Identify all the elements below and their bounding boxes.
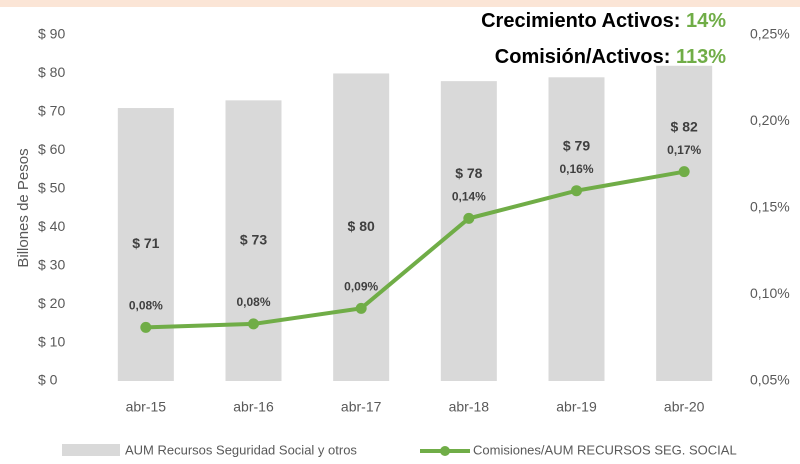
annotation-text: Comisión/Activos: (495, 46, 676, 68)
point (248, 318, 259, 330)
annotation-value: 14% (686, 10, 726, 32)
bar-value-label: $ 78 (455, 165, 482, 181)
y-tick-label: $ 60 (38, 141, 65, 157)
legend-label: AUM Recursos Seguridad Social y otros (125, 442, 357, 457)
y-tick-label: $ 70 (38, 103, 65, 119)
line-value-label: 0,16% (559, 162, 593, 176)
line-value-label: 0,17% (667, 143, 701, 157)
y-tick-label: $ 40 (38, 218, 65, 234)
y-tick-label: $ 20 (38, 295, 65, 311)
y-tick-label: $ 0 (38, 372, 58, 388)
y-tick-label: $ 50 (38, 179, 65, 195)
y2-tick-label: 0,05% (750, 372, 790, 388)
y-tick-label: $ 30 (38, 256, 65, 272)
top-band (0, 0, 800, 7)
legend-label: Comisiones/AUM RECURSOS SEG. SOCIAL (473, 442, 737, 457)
bar-value-label: $ 73 (240, 231, 267, 247)
y2-tick-label: 0,20% (750, 112, 790, 128)
y2-tick-label: 0,15% (750, 199, 790, 215)
x-tick-label: abr-16 (233, 399, 274, 415)
bar-value-label: $ 79 (563, 137, 590, 153)
x-tick-label: abr-17 (341, 399, 382, 415)
annotation: Crecimiento Activos: 14% (481, 10, 726, 32)
bar (225, 100, 282, 381)
x-tick-label: abr-20 (664, 399, 705, 415)
y-tick-label: $ 80 (38, 64, 65, 80)
y2-tick-label: 0,10% (750, 285, 790, 301)
legend-swatch (440, 446, 450, 456)
point (571, 185, 582, 197)
bar (548, 77, 605, 382)
x-tick-label: abr-19 (556, 399, 597, 415)
x-tick-label: abr-15 (126, 399, 167, 415)
point (140, 321, 152, 333)
annotation-text: Crecimiento Activos: (481, 10, 686, 32)
point (678, 166, 690, 178)
point (355, 302, 367, 314)
legend-swatch (62, 444, 120, 456)
x-tick-label: abr-18 (449, 399, 490, 415)
bar (117, 108, 174, 382)
bar-value-label: $ 80 (348, 218, 375, 234)
y2-tick-label: 0,25% (750, 26, 790, 42)
line-value-label: 0,08% (129, 299, 163, 313)
y-axis-label: Billones de Pesos (15, 148, 32, 267)
y-tick-label: $ 10 (38, 333, 65, 349)
bar (656, 65, 713, 381)
annotation: Comisión/Activos: 113% (495, 46, 726, 68)
line-value-label: 0,09% (344, 280, 378, 294)
bar (440, 81, 497, 381)
point (463, 212, 475, 224)
annotation-value: 113% (676, 46, 726, 68)
bar-value-label: $ 82 (671, 118, 698, 134)
bar (333, 73, 390, 381)
y-tick-label: $ 90 (38, 26, 65, 42)
line (145, 169, 685, 330)
line-value-label: 0,14% (452, 190, 486, 204)
bar-value-label: $ 71 (132, 235, 159, 251)
line-value-label: 0,08% (236, 295, 270, 309)
